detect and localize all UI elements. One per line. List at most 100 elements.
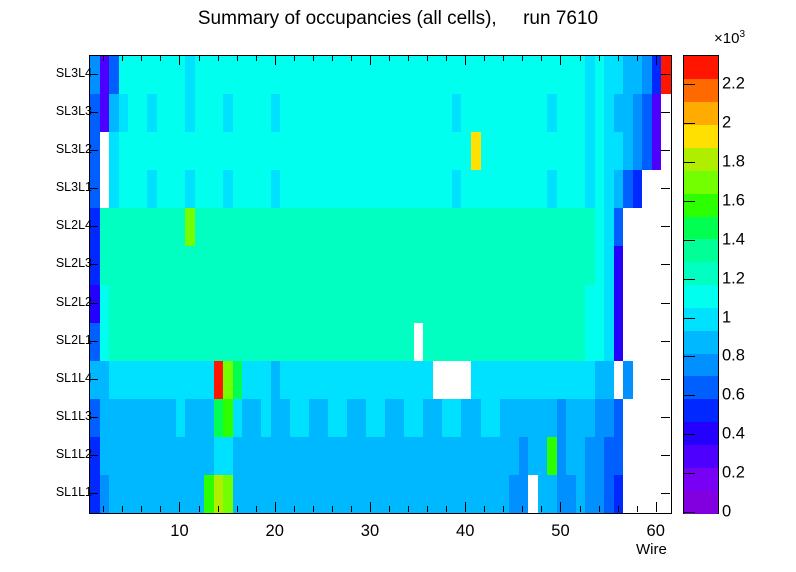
heatmap-cell — [537, 436, 548, 476]
y-axis-tick-right — [661, 226, 670, 228]
heatmap-cell — [137, 284, 148, 324]
heatmap-cell — [166, 170, 177, 209]
colorbar-tick — [683, 434, 695, 436]
x-axis-minor-tick — [522, 506, 524, 512]
heatmap-cell — [328, 170, 339, 209]
heatmap-cell — [166, 132, 177, 171]
heatmap-cell — [499, 322, 510, 362]
heatmap-cell — [432, 56, 443, 95]
heatmap-cell — [185, 246, 196, 286]
heatmap-cell — [99, 398, 110, 438]
heatmap-cell — [423, 56, 434, 95]
heatmap-cell — [261, 56, 272, 95]
heatmap-cell — [309, 398, 320, 438]
heatmap-cell — [604, 322, 615, 362]
heatmap-cell — [290, 436, 301, 476]
x-axis-tick-top — [560, 55, 562, 65]
heatmap-cell — [261, 208, 272, 247]
heatmap-cell — [175, 170, 186, 209]
heatmap-cell — [556, 132, 567, 171]
heatmap-cell — [470, 474, 482, 513]
heatmap-cell — [251, 170, 263, 209]
heatmap-cell — [185, 56, 196, 95]
heatmap-cell — [556, 360, 567, 400]
heatmap-cell — [423, 132, 434, 171]
heatmap-cell — [299, 246, 310, 286]
heatmap-cell — [613, 360, 624, 400]
heatmap-cell — [556, 284, 567, 324]
heatmap-cell — [442, 208, 453, 247]
heatmap-cell — [642, 132, 653, 171]
heatmap-cell — [185, 94, 196, 133]
heatmap-cell — [128, 398, 139, 438]
heatmap-cell — [604, 436, 615, 476]
heatmap-cell — [423, 284, 434, 324]
heatmap-cell — [194, 436, 205, 476]
heatmap-cell — [490, 284, 501, 324]
heatmap-cell — [280, 284, 291, 324]
heatmap-cell — [394, 398, 405, 438]
heatmap-cell — [585, 170, 596, 209]
heatmap-cell — [204, 436, 215, 476]
heatmap-cell — [442, 246, 453, 286]
heatmap-cell — [509, 474, 520, 513]
heatmap-cell — [328, 56, 339, 95]
heatmap-cell — [128, 246, 139, 286]
heatmap-grid[interactable] — [90, 56, 671, 513]
heatmap-cell — [451, 436, 463, 476]
heatmap-cell — [204, 208, 215, 247]
heatmap-cell — [99, 322, 110, 362]
heatmap-cell — [413, 56, 424, 95]
x-axis-tick-label: 40 — [456, 522, 475, 540]
heatmap-cell — [90, 170, 101, 209]
heatmap-cell — [109, 322, 120, 362]
heatmap-cell — [480, 436, 491, 476]
heatmap-cell — [185, 322, 196, 362]
y-axis-label-sl2l4: SL2L4 — [55, 218, 92, 233]
colorbar-band — [684, 444, 718, 468]
heatmap-cell — [337, 170, 348, 209]
heatmap-cell — [356, 94, 367, 133]
heatmap-cell — [432, 170, 443, 209]
heatmap-cell — [604, 474, 615, 513]
heatmap-cell — [642, 436, 653, 476]
heatmap-cell — [261, 474, 272, 513]
heatmap-cell — [109, 56, 120, 95]
heatmap-cell — [423, 170, 434, 209]
heatmap-cell — [547, 132, 558, 171]
colorbar-band — [684, 170, 718, 194]
heatmap-cell — [185, 398, 196, 438]
heatmap-cell — [270, 208, 282, 247]
heatmap-cell — [604, 94, 615, 133]
heatmap-cell — [337, 322, 348, 362]
heatmap-cell — [137, 436, 148, 476]
heatmap-cell — [442, 436, 453, 476]
x-axis-tick-top — [503, 55, 505, 61]
heatmap-cell — [394, 208, 405, 247]
heatmap-cell — [175, 284, 186, 324]
heatmap-cell — [299, 284, 310, 324]
heatmap-cell — [404, 246, 415, 286]
heatmap-cell — [270, 436, 282, 476]
y-axis-tick-right — [661, 302, 670, 304]
heatmap-cell — [118, 322, 129, 362]
heatmap-cell — [594, 246, 605, 286]
colorbar-tick-label: 0.2 — [722, 463, 745, 482]
heatmap-cell — [623, 246, 634, 286]
heatmap-cell — [566, 284, 577, 324]
heatmap-cell — [537, 170, 548, 209]
heatmap-cell — [432, 208, 443, 247]
heatmap-cell — [366, 246, 377, 286]
heatmap-cell — [509, 56, 520, 95]
heatmap-cell — [251, 360, 263, 400]
heatmap-cell — [480, 132, 491, 171]
heatmap-cell — [575, 208, 586, 247]
x-axis-tick-top — [408, 55, 410, 61]
heatmap-cell — [566, 436, 577, 476]
heatmap-cell — [528, 474, 539, 513]
heatmap-cell — [375, 360, 386, 400]
heatmap-cell — [585, 94, 596, 133]
heatmap-cell — [632, 360, 643, 400]
heatmap-cell — [251, 246, 263, 286]
